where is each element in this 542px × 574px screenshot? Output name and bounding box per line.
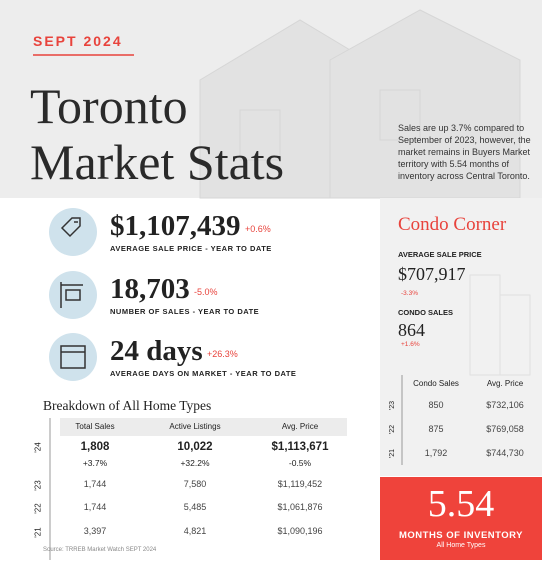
cell: $744,730 bbox=[486, 448, 524, 458]
inventory-value: 5.54 bbox=[427, 483, 495, 525]
condo-change: -3.3% bbox=[401, 290, 418, 297]
year-label: '23 bbox=[33, 480, 43, 491]
column-header: Total Sales bbox=[75, 422, 115, 431]
cell: $1,119,452 bbox=[277, 479, 323, 489]
stat-change: +26.3% bbox=[207, 349, 238, 359]
inventory-label: MONTHS OF INVENTORY bbox=[398, 530, 524, 541]
date: SEPT 2024 bbox=[33, 33, 123, 49]
cell: 1,792 bbox=[424, 448, 448, 458]
column-header: Avg. Price bbox=[281, 422, 319, 431]
condo-value: 864 bbox=[398, 320, 425, 340]
year-label: '21 bbox=[33, 527, 43, 538]
cell: 10,022 bbox=[177, 441, 213, 453]
column-header: Active Listings bbox=[169, 422, 221, 431]
condo-change: +1.6% bbox=[401, 341, 420, 348]
source: Source: TRREB Market Watch SEPT 2024 bbox=[43, 547, 157, 553]
year-label: '23 bbox=[389, 400, 397, 411]
cell: $1,113,671 bbox=[271, 441, 329, 453]
cell: 1,744 bbox=[83, 479, 107, 489]
stat-label: NUMBER OF SALES - YEAR TO DATE bbox=[110, 307, 260, 316]
cell: 5,485 bbox=[183, 502, 207, 512]
cell: $1,090,196 bbox=[277, 526, 323, 536]
title: Toronto bbox=[30, 78, 188, 134]
stat-label: AVERAGE DAYS ON MARKET - YEAR TO DATE bbox=[110, 369, 297, 378]
cell: 875 bbox=[428, 424, 444, 434]
stat-value: 18,703 bbox=[110, 273, 190, 305]
inventory-sublabel: All Home Types bbox=[436, 542, 486, 549]
cell: $732,106 bbox=[486, 400, 524, 410]
stat-change: +0.6% bbox=[245, 224, 271, 234]
stat-label: AVERAGE SALE PRICE - YEAR TO DATE bbox=[110, 244, 272, 253]
year-label: '24 bbox=[33, 442, 43, 453]
year-label: '22 bbox=[33, 503, 43, 514]
column-header: Avg. Price bbox=[486, 379, 524, 388]
column-header: Condo Sales bbox=[413, 379, 459, 388]
cell: 7,580 bbox=[183, 479, 207, 489]
year-label: '22 bbox=[389, 424, 397, 435]
stat-value: $1,107,439 bbox=[110, 210, 241, 242]
cell: $769,058 bbox=[486, 424, 524, 434]
cell: 3,397 bbox=[83, 526, 107, 536]
cell: 4,821 bbox=[183, 526, 207, 536]
summary: Sales are up 3.7% compared to September … bbox=[398, 123, 531, 181]
condo-label: AVERAGE SALE PRICE bbox=[398, 250, 482, 259]
cell-change: +32.2% bbox=[180, 458, 210, 468]
year-label: '21 bbox=[389, 448, 397, 459]
cell: 1,744 bbox=[83, 502, 107, 512]
cell-change: -0.5% bbox=[288, 458, 312, 468]
title: Market Stats bbox=[30, 134, 285, 190]
condo-title: Condo Corner bbox=[398, 214, 507, 235]
cell: 1,808 bbox=[80, 441, 110, 453]
cell-change: +3.7% bbox=[82, 458, 108, 468]
condo-value: $707,917 bbox=[398, 264, 466, 284]
cell: $1,061,876 bbox=[277, 502, 323, 512]
condo-label: CONDO SALES bbox=[398, 308, 454, 317]
cell: 850 bbox=[428, 400, 444, 410]
stat-value: 24 days bbox=[110, 335, 203, 367]
section-title: Breakdown of All Home Types bbox=[43, 398, 212, 413]
stat-change: -5.0% bbox=[194, 287, 218, 297]
